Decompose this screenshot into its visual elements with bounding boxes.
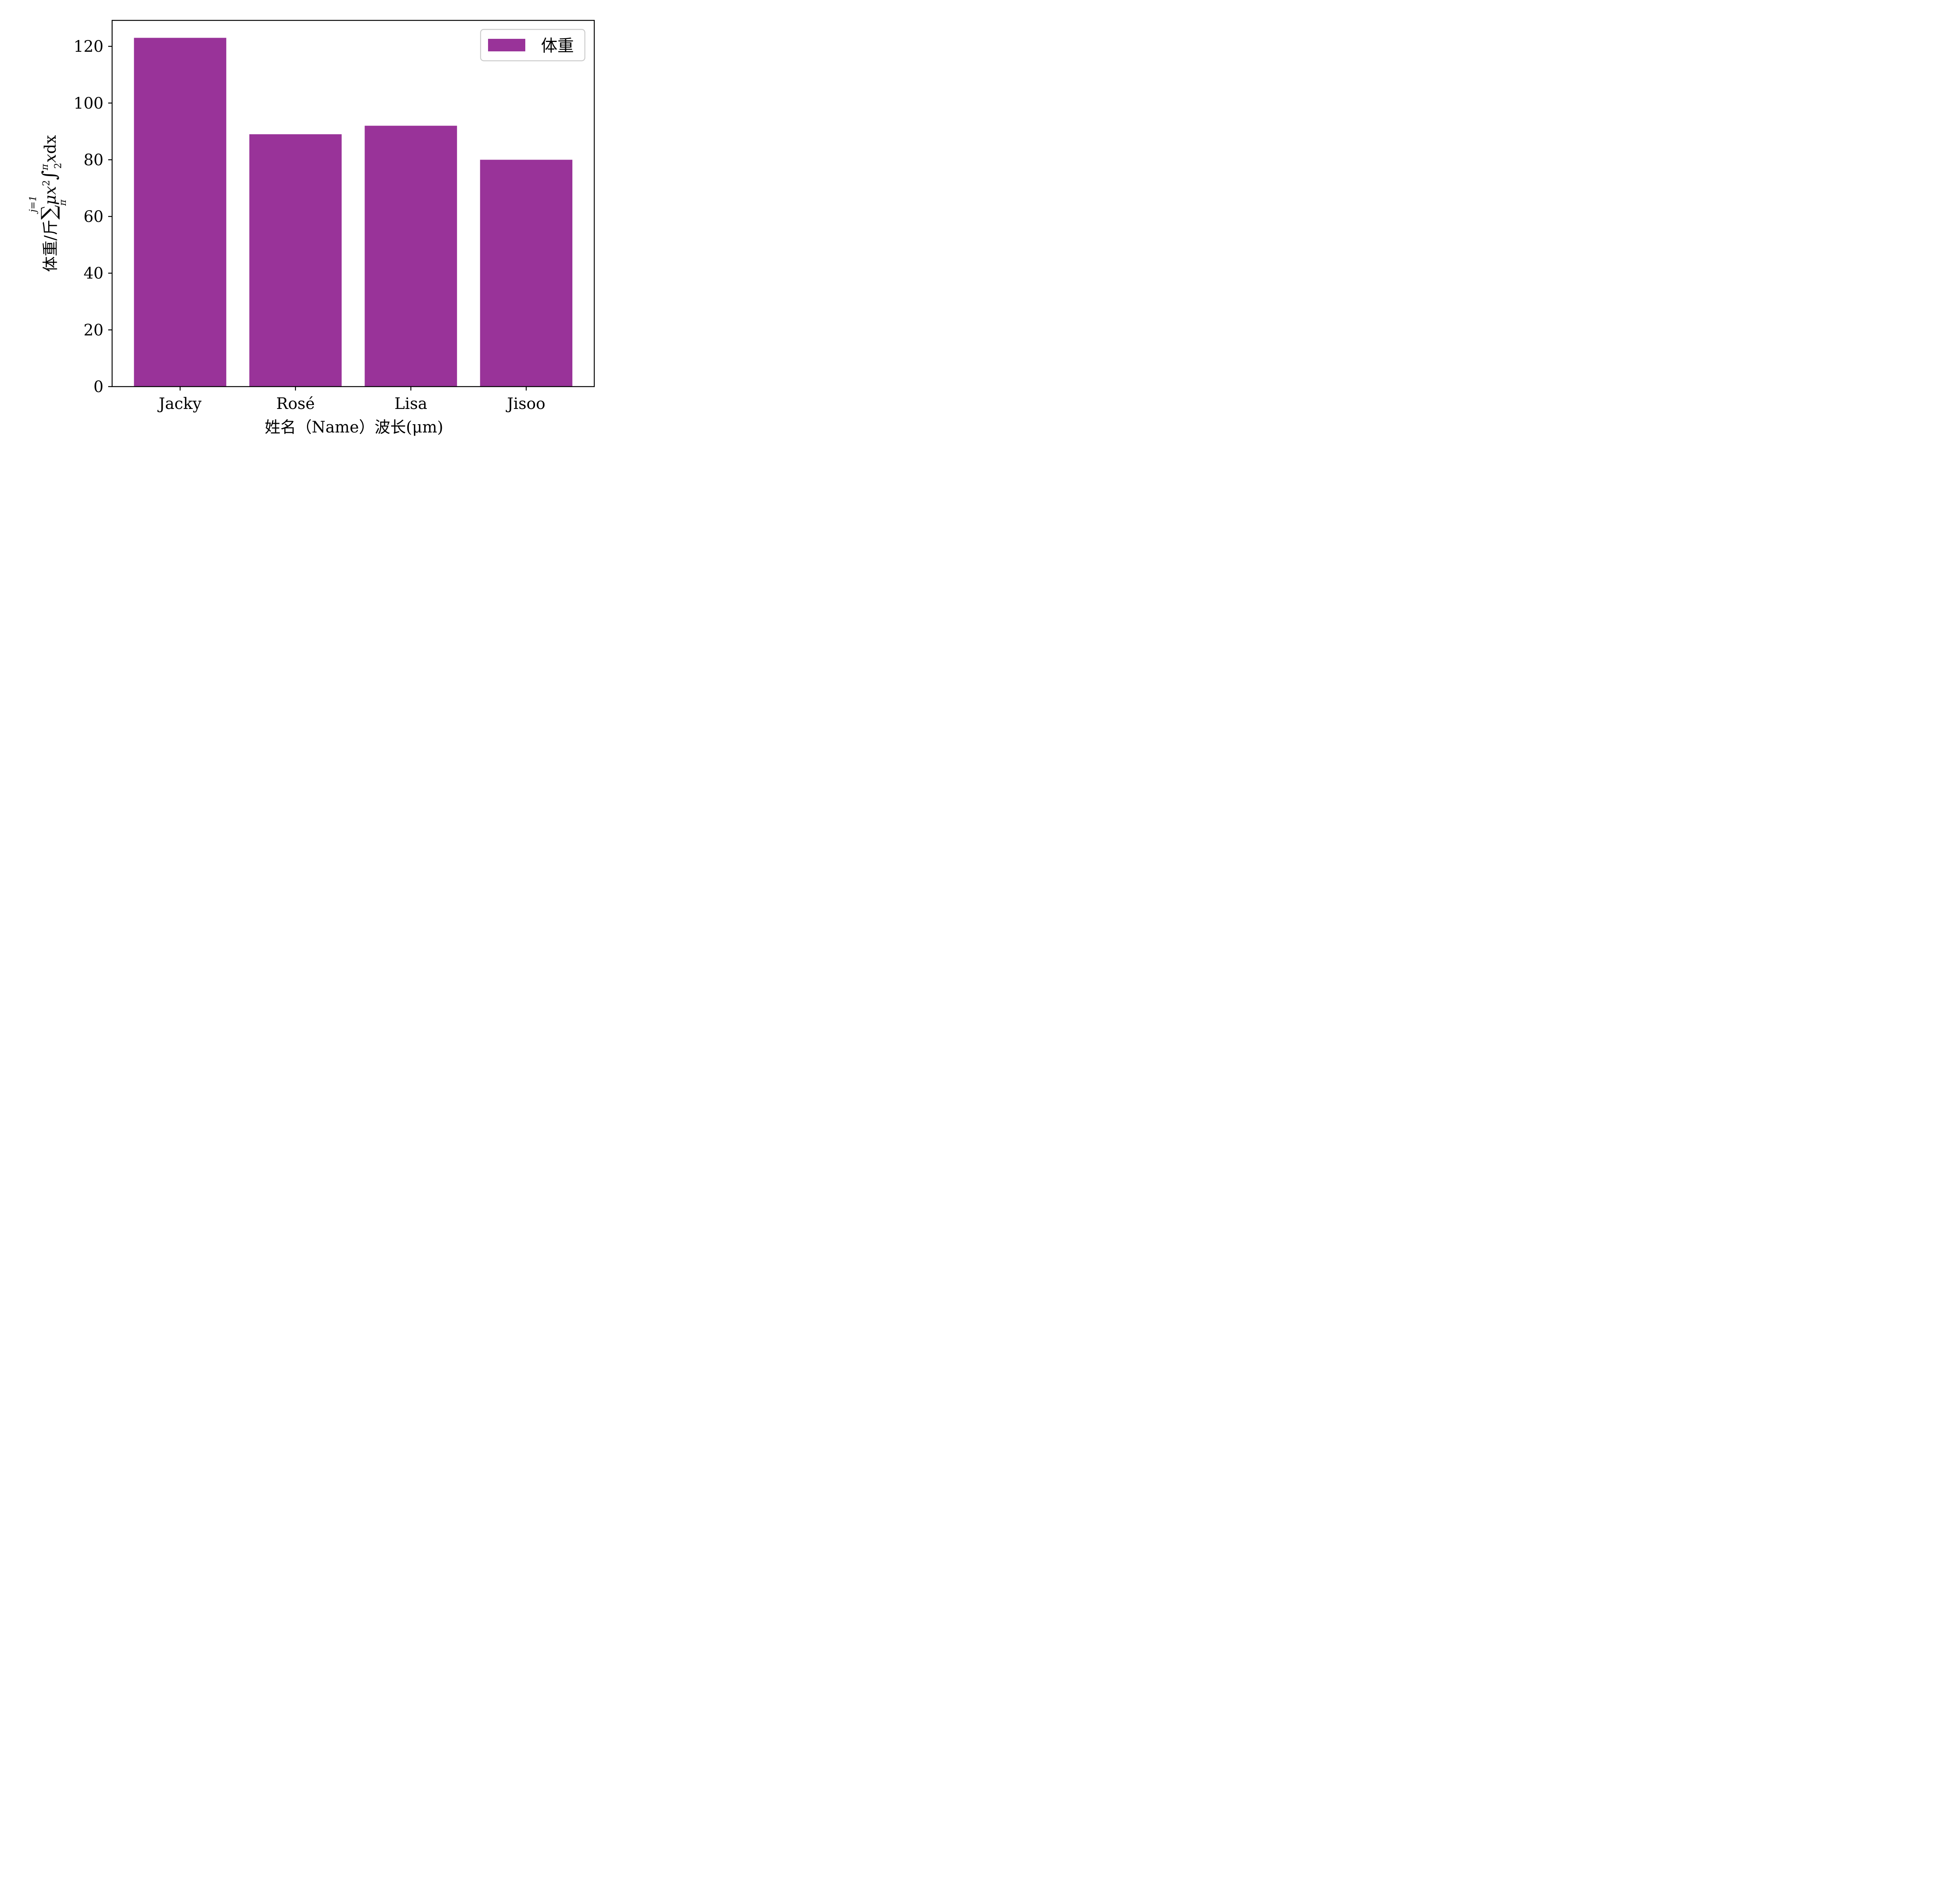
y-tick-label: 60: [83, 208, 103, 226]
y-tick-label: 40: [83, 265, 103, 283]
legend: 体重: [480, 29, 586, 62]
x-tick-label: Lisa: [394, 395, 427, 413]
bar-chart: 0 20 40 60 80 100 120 Jacky Rosé Lisa Jisoo 体重 姓名…: [0, 0, 615, 461]
x-tick-label: Jisoo: [506, 395, 546, 413]
y-tick-label: 0: [94, 378, 103, 396]
y-tick-label: 100: [74, 94, 103, 113]
y-label-prefix: 体重/斤: [42, 220, 60, 272]
y-label-mu-x: μx: [42, 186, 60, 205]
bar-2: [365, 125, 457, 387]
y-label-sum-upper: j=1: [27, 196, 38, 214]
y-label-integral-upper: π: [39, 163, 50, 171]
legend-box: [480, 29, 586, 62]
bars: [134, 38, 573, 387]
y-tick-label: 120: [74, 38, 103, 56]
bar-0: [134, 38, 227, 387]
x-axis: Jacky Rosé Lisa Jisoo: [157, 387, 545, 413]
y-label-integral: ∫: [38, 170, 60, 180]
y-label-sum-lower: π: [57, 199, 68, 206]
y-tick-label: 80: [83, 151, 103, 169]
y-label-sum-symbol: ∑: [37, 205, 61, 220]
x-tick-label: Jacky: [157, 395, 202, 413]
bar-3: [480, 160, 573, 387]
legend-label: 体重: [541, 36, 574, 55]
y-axis: 0 20 40 60 80 100 120: [74, 38, 112, 396]
y-label-suffix: dx: [42, 135, 60, 154]
y-label-var-x: x: [42, 154, 60, 163]
y-label-x-exponent: 2: [41, 180, 52, 186]
x-axis-label: 姓名（Name）波长(μm): [265, 418, 443, 436]
y-label-integral-lower: 2: [53, 163, 64, 169]
bar-1: [249, 134, 342, 387]
y-axis-label: 体重/斤∑μx2∫π 2xdx j=1 π: [27, 135, 68, 272]
legend-swatch: [488, 39, 525, 51]
y-tick-label: 20: [83, 321, 103, 339]
plot-frame: [111, 20, 595, 387]
x-tick-label: Rosé: [276, 395, 315, 413]
